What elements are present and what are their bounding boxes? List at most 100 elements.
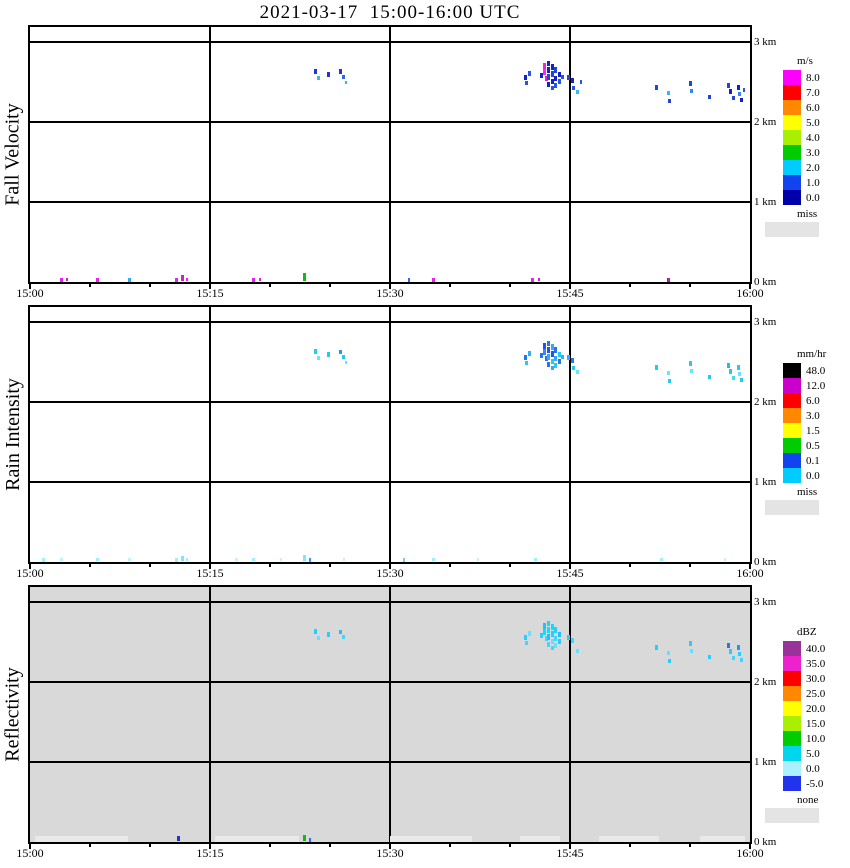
- plot-area: [28, 585, 752, 844]
- echo-pixel: [561, 355, 565, 360]
- gridline-vertical: [569, 27, 571, 282]
- axis-tick: [329, 564, 331, 567]
- echo-pixel: [688, 641, 692, 647]
- echo-pixel: [527, 350, 531, 356]
- panel-fall-velocity: Fall Velocity 15:00 15:15 15:30 15:45 16:00 …: [0, 25, 850, 325]
- x-tick-row: 15:00 15:15 15:30 15:45 16:00: [0, 286, 850, 302]
- legend-unit-label: m/s: [797, 55, 813, 67]
- axis-tick: [29, 844, 31, 849]
- legend-value-label: 0.1: [806, 454, 820, 467]
- legend-color-swatch: [783, 641, 801, 656]
- echo-pixel: [544, 356, 548, 362]
- legend-entry: 30.0: [783, 671, 850, 686]
- axis-tick: [89, 284, 91, 287]
- legend-entry: -5.0: [783, 776, 850, 791]
- echo-pixel: [729, 89, 733, 95]
- echo-pixel: [343, 558, 346, 562]
- legend-color-swatch: [783, 423, 801, 438]
- legend-entry: 0.1: [783, 453, 850, 468]
- legend-missing-label: none: [797, 794, 819, 806]
- echo-pixel: [303, 273, 307, 282]
- echo-pixel: [339, 629, 343, 634]
- legend-color-swatch: [783, 115, 801, 130]
- echo-pixel: [572, 85, 576, 90]
- legend: mm/hr 48.0 12.0 6.0 3.0 1.5 0.5 0.1 0.0 miss: [765, 348, 850, 515]
- legend-value-label: 2.0: [806, 161, 820, 174]
- legend-entry: 4.0: [783, 130, 850, 145]
- axis-tick: [689, 284, 691, 287]
- echo-pixel: [527, 70, 531, 76]
- gridline-horizontal: [30, 121, 750, 123]
- legend-value-label: 0.0: [806, 191, 820, 204]
- echo-pixel: [546, 67, 550, 73]
- echo-pixel: [543, 623, 547, 629]
- legend-color-swatch: [783, 408, 801, 423]
- legend: dBZ 40.0 35.0 30.0 25.0 20.0 15.0 10.0 5.0 0.0 -5.…: [765, 626, 850, 823]
- echo-pixel: [567, 354, 571, 360]
- echo-pixel: [550, 86, 554, 91]
- echo-pixel: [740, 97, 744, 102]
- legend-entry: 10.0: [783, 731, 850, 746]
- echo-pixel: [128, 277, 132, 282]
- x-tick-label: 16:00: [736, 846, 764, 860]
- missing-data-band: [598, 836, 659, 842]
- legend-entry: 0.5: [783, 438, 850, 453]
- axis-tick: [509, 284, 511, 287]
- y-tick-column: 3 km 2 km 1 km 0 km: [754, 587, 814, 848]
- legend-entry: 5.0: [783, 115, 850, 130]
- legend-color-swatch: [783, 85, 801, 100]
- legend-value-label: 48.0: [806, 364, 826, 377]
- legend-entry: 12.0: [783, 378, 850, 393]
- echo-pixel: [654, 85, 658, 91]
- echo-pixel: [561, 75, 565, 80]
- axis-tick: [449, 284, 451, 287]
- missing-data-band: [390, 836, 472, 842]
- echo-pixel: [339, 69, 343, 75]
- echo-pixel: [737, 652, 741, 656]
- x-tick-label: 15:00: [16, 566, 44, 580]
- echo-pixel: [554, 627, 558, 633]
- x-tick-label: 15:30: [376, 846, 404, 860]
- echo-pixel: [546, 347, 550, 353]
- y-tick-label: 2 km: [754, 676, 777, 688]
- echo-pixel: [550, 646, 554, 651]
- y-axis-title: Fall Velocity: [0, 25, 26, 284]
- echo-pixel: [570, 77, 574, 83]
- legend-missing-swatch: [765, 222, 819, 237]
- legend-value-label: 5.0: [806, 747, 820, 760]
- echo-pixel: [128, 558, 132, 562]
- legend-entry: 6.0: [783, 393, 850, 408]
- axis-tick: [749, 284, 751, 289]
- echo-pixel: [554, 362, 558, 368]
- echo-pixel: [723, 558, 726, 562]
- gridline-horizontal: [30, 681, 750, 683]
- echo-pixel: [186, 278, 189, 282]
- echo-pixel: [341, 355, 345, 360]
- echo-pixel: [546, 354, 550, 361]
- gridline-horizontal: [30, 401, 750, 403]
- gridline-vertical: [209, 587, 211, 842]
- echo-pixel: [550, 358, 554, 364]
- legend-color-swatch: [783, 378, 801, 393]
- x-tick-row: 15:00 15:15 15:30 15:45 16:00: [0, 846, 850, 862]
- echo-pixel: [308, 837, 311, 842]
- legend-missing-label: miss: [797, 208, 818, 220]
- echo-pixel: [533, 558, 537, 562]
- legend-missing-swatch: [765, 808, 819, 823]
- echo-pixel: [431, 558, 435, 562]
- echo-pixel: [570, 357, 574, 363]
- axis-tick: [149, 564, 151, 567]
- echo-pixel: [259, 278, 262, 282]
- echo-pixel: [729, 649, 733, 655]
- echo-pixel: [546, 74, 550, 81]
- echo-pixel: [550, 623, 554, 630]
- legend-value-label: 10.0: [806, 732, 826, 745]
- axis-tick: [89, 844, 91, 847]
- echo-pixel: [537, 278, 540, 282]
- echo-pixel: [554, 642, 558, 648]
- echo-pixel: [666, 277, 670, 282]
- legend-color-swatch: [783, 656, 801, 671]
- axis-tick: [329, 844, 331, 847]
- y-axis-title: Rain Intensity: [0, 305, 26, 564]
- y-tick-label: 1 km: [754, 476, 777, 488]
